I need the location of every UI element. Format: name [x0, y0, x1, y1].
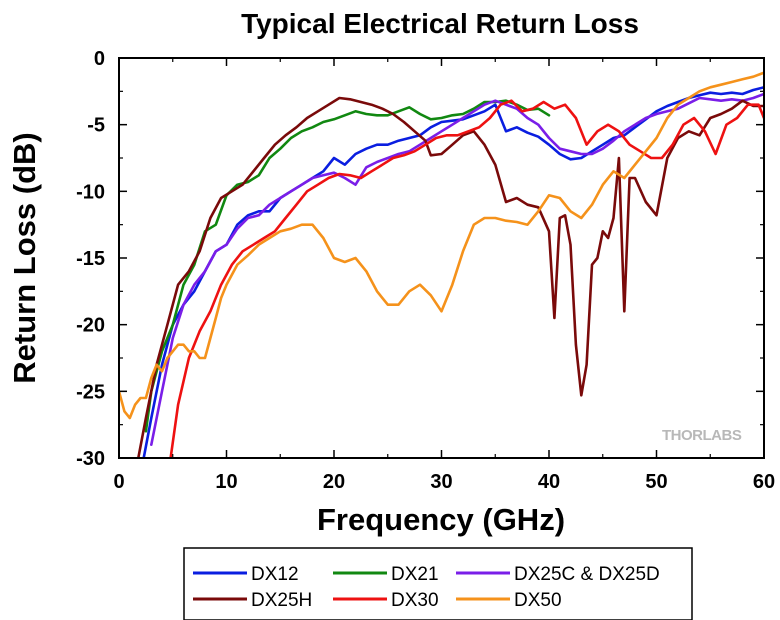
series-layer [119, 71, 764, 458]
chart-title: Typical Electrical Return Loss [241, 8, 639, 39]
legend-box [183, 547, 693, 620]
x-axis-title: Frequency (GHz) [317, 502, 565, 537]
legend-label: DX21 [391, 564, 439, 585]
legend-label: DX12 [251, 564, 299, 585]
legend-label: DX25C & DX25D [514, 564, 660, 585]
y-tick-label: -15 [76, 248, 105, 270]
y-tick-label: -20 [76, 315, 105, 337]
x-tick-label: 60 [753, 471, 775, 493]
y-tick-label: -30 [76, 448, 105, 470]
x-tick-label: 30 [430, 471, 452, 493]
legend-label: DX50 [514, 590, 562, 611]
y-tick-label: 0 [94, 48, 105, 70]
x-tick-label: 20 [323, 471, 345, 493]
x-tick-label: 10 [215, 471, 237, 493]
series-line-dx25h [137, 96, 764, 458]
ticks-layer: 0 10 20 30 40 50 60 0 -5 -10 -15 -20 -25 -30 [76, 48, 775, 493]
thorlabs-watermark: THORLABS [662, 427, 742, 444]
x-tick-label: 0 [113, 471, 124, 493]
legend-label: DX30 [391, 590, 439, 611]
x-tick-label: 50 [645, 471, 667, 493]
y-tick-label: -5 [87, 115, 105, 137]
series-line-dx30 [169, 99, 764, 458]
series-line-dx25c-dx25d [150, 92, 764, 447]
series-line-dx21 [144, 99, 551, 433]
series-line-dx50 [119, 71, 764, 420]
y-tick-label: -10 [76, 181, 105, 203]
series-line-dx12 [142, 86, 764, 458]
legend: DX12 DX21 DX25C & DX25D DX25H DX30 DX50 [193, 564, 660, 611]
legend-label: DX25H [251, 590, 312, 611]
y-tick-label: -25 [76, 381, 105, 403]
x-tick-label: 40 [538, 471, 560, 493]
y-axis-title: Return Loss (dB) [7, 132, 42, 383]
